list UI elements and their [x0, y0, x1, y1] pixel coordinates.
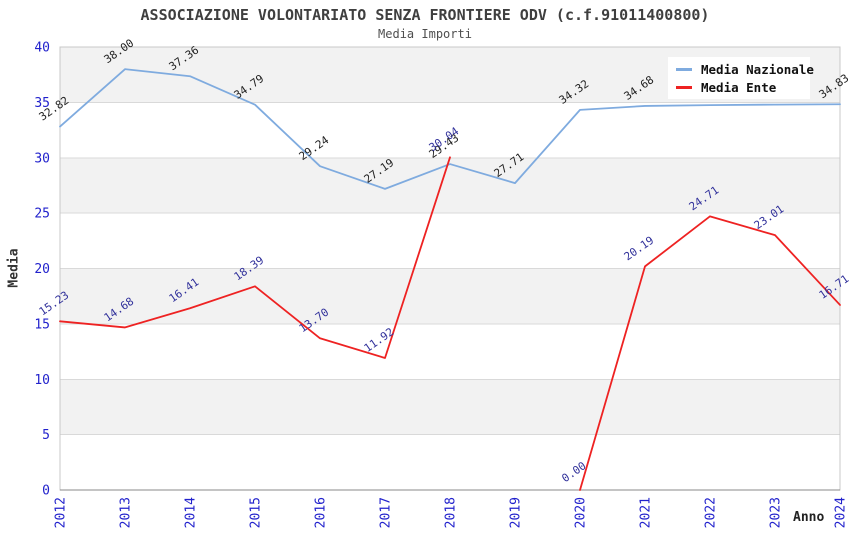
plot-band — [60, 102, 840, 158]
chart-title: ASSOCIAZIONE VOLONTARIATO SENZA FRONTIER… — [140, 6, 710, 24]
y-tick-label: 25 — [34, 207, 50, 222]
y-axis-title: Media — [6, 248, 22, 288]
y-tick-label: 15 — [34, 317, 50, 332]
x-tick-label: 2020 — [574, 497, 589, 528]
x-tick-label: 2017 — [379, 497, 394, 528]
y-tick-label: 20 — [34, 262, 50, 277]
x-tick-label: 2013 — [119, 497, 134, 528]
plot-band — [60, 434, 840, 490]
line-media-nazionale — [59, 68, 841, 190]
line-media-ente — [579, 215, 841, 491]
legend-swatch-media-nazionale-icon — [676, 67, 692, 71]
x-tick-label: 2014 — [184, 497, 199, 528]
legend-item-media-ente: Media Ente — [676, 80, 810, 95]
legend: Media Nazionale Media Ente — [668, 57, 814, 99]
y-tick-label: 40 — [34, 41, 50, 56]
legend-label: Media Nazionale — [701, 61, 814, 77]
y-tick-label: 35 — [34, 96, 50, 111]
x-tick-label: 2018 — [444, 497, 459, 528]
x-tick-label: 2024 — [834, 497, 849, 528]
legend-label: Media Ente — [701, 79, 777, 95]
x-tick-label: 2022 — [704, 497, 719, 528]
plot-band — [60, 268, 840, 324]
legend-item-media-nazionale: Media Nazionale — [676, 62, 814, 77]
x-tick-label: 2016 — [314, 497, 329, 528]
x-tick-label: 2021 — [639, 497, 654, 528]
plot-band — [60, 323, 840, 380]
x-axis-title: Anno — [793, 510, 825, 525]
chart-subtitle: Media Importi — [378, 27, 472, 41]
y-tick-label: 30 — [34, 151, 50, 166]
x-tick-label: 2015 — [249, 497, 264, 528]
y-tick-label: 10 — [34, 373, 50, 388]
x-tick-label: 2012 — [54, 497, 69, 528]
line-media-ente — [59, 156, 451, 359]
x-tick-label: 2019 — [509, 497, 524, 528]
x-tick-label: 2023 — [769, 497, 784, 528]
y-tick-label: 5 — [42, 428, 50, 443]
y-tick-label: 0 — [42, 484, 50, 499]
plot-band — [60, 213, 840, 269]
plot-band — [60, 157, 840, 214]
plot-band — [60, 379, 840, 435]
legend-swatch-media-ente-icon — [676, 85, 692, 89]
